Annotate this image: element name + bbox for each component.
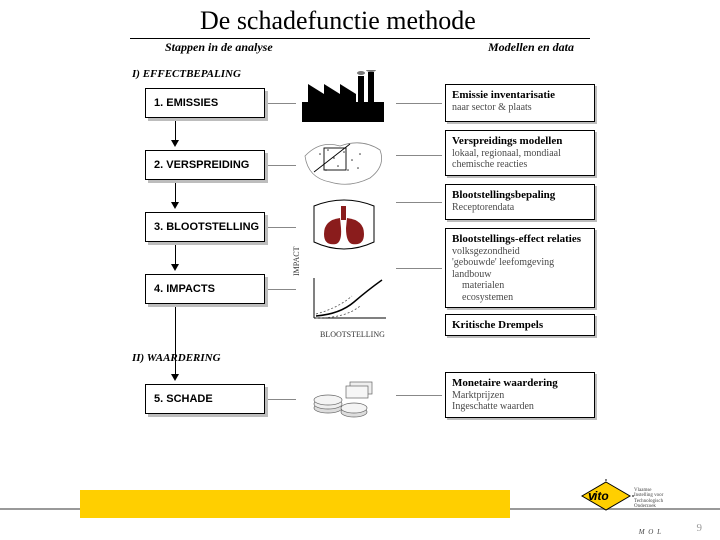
org-line-1: Vlaamse <box>634 488 652 493</box>
page-number: 9 <box>697 522 703 534</box>
arrow-3-4-head <box>171 264 179 271</box>
info-4-sub4: materialen <box>452 280 588 292</box>
footer-yellow-bar <box>80 490 510 518</box>
connector-r2 <box>396 155 442 156</box>
page-title: De schadefunctie methode <box>200 6 476 36</box>
step-4-impacts: 4. IMPACTS <box>145 274 265 304</box>
org-line-4: Onderzoek <box>634 504 656 509</box>
section-1-label: I) EFFECTBEPALING <box>132 68 241 80</box>
info-6-sub1: Marktprijzen <box>452 390 588 402</box>
connector-r6 <box>396 395 442 396</box>
info-4-sub2: 'gebouwde' leefomgeving <box>452 257 588 269</box>
section-2-label: II) WAARDERING <box>132 352 221 364</box>
connector-r1 <box>396 103 442 104</box>
factory-icon <box>298 70 388 124</box>
impact-axis-x-label: BLOOTSTELLING <box>320 330 385 339</box>
info-6-sub2: Ingeschatte waarden <box>452 401 588 413</box>
info-1-sub: naar sector & plaats <box>452 102 588 114</box>
footer-mol: M O L <box>639 528 662 536</box>
info-4-sub3: landbouw <box>452 269 588 281</box>
info-box-relaties: Blootstellings-effect relaties volksgezo… <box>445 228 595 308</box>
info-4-sub1: volksgezondheid <box>452 246 588 258</box>
slide-root: De schadefunctie methode Stappen in de a… <box>0 0 720 540</box>
column-header-right: Modellen en data <box>488 40 574 55</box>
info-2-sub1: lokaal, regionaal, mondiaal <box>452 148 588 160</box>
info-1-title: Emissie inventarisatie <box>452 89 588 102</box>
step-5-schade: 5. SCHADE <box>145 384 265 414</box>
arrow-2-3-stem <box>175 183 176 203</box>
info-5-title: Kritische Drempels <box>452 319 588 332</box>
arrow-4-5-stem <box>175 307 176 375</box>
info-box-drempels: Kritische Drempels <box>445 314 595 336</box>
map-dispersion-icon <box>300 136 390 190</box>
vito-logo: ito v Vlaamse Instelling voor Technologi… <box>580 478 680 522</box>
info-box-verspreiding: Verspreidings modellen lokaal, regionaal… <box>445 130 595 176</box>
impact-curve-icon <box>302 272 392 328</box>
connector-2 <box>268 165 296 166</box>
info-2-sub2: chemische reacties <box>452 159 588 171</box>
org-line-2: Instelling voor <box>634 493 663 498</box>
step-1-emissies: 1. EMISSIES <box>145 88 265 118</box>
info-3-sub: Receptorendata <box>452 202 588 214</box>
arrow-1-2-stem <box>175 121 176 141</box>
org-line-3: Technologisch <box>634 499 663 504</box>
connector-r4 <box>396 268 442 269</box>
svg-text:v: v <box>588 488 596 503</box>
info-3-title: Blootstellingsbepaling <box>452 189 588 202</box>
connector-3 <box>268 227 296 228</box>
column-header-left: Stappen in de analyse <box>165 40 273 55</box>
impact-axis-y-label: IMPACT <box>292 247 301 277</box>
connector-r3 <box>396 202 442 203</box>
connector-5 <box>268 399 296 400</box>
info-4-title: Blootstellings-effect relaties <box>452 233 588 246</box>
step-2-verspreiding: 2. VERSPREIDING <box>145 150 265 180</box>
info-4-sub5: ecosystemen <box>452 292 588 304</box>
arrow-4-5-head <box>171 374 179 381</box>
info-box-emissie: Emissie inventarisatie naar sector & pla… <box>445 84 595 122</box>
info-6-title: Monetaire waardering <box>452 377 588 390</box>
info-box-monetair: Monetaire waardering Marktprijzen Ingesc… <box>445 372 595 418</box>
info-2-title: Verspreidings modellen <box>452 135 588 148</box>
connector-4 <box>268 289 296 290</box>
arrow-2-3-head <box>171 202 179 209</box>
svg-text:ito: ito <box>594 489 609 503</box>
logo-subtext: Vlaamse Instelling voor Technologisch On… <box>634 488 682 509</box>
vito-logo-icon: ito v <box>580 478 636 518</box>
money-icon <box>310 378 380 422</box>
connector-1 <box>268 103 296 104</box>
lungs-icon <box>304 198 384 254</box>
arrow-3-4-stem <box>175 245 176 265</box>
title-underline <box>130 38 590 39</box>
info-box-blootstelling: Blootstellingsbepaling Receptorendata <box>445 184 595 220</box>
arrow-1-2-head <box>171 140 179 147</box>
step-3-blootstelling: 3. BLOOTSTELLING <box>145 212 265 242</box>
